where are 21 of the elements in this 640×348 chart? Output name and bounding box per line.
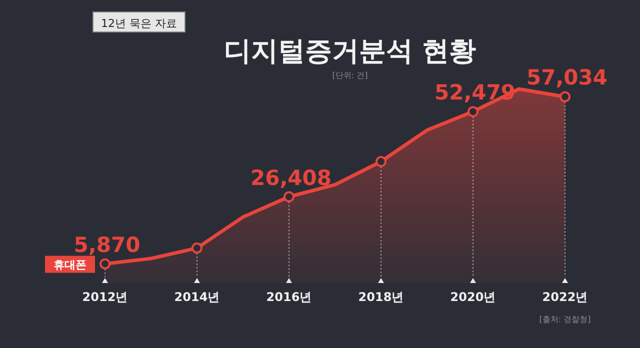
point — [100, 258, 110, 270]
x-tick-label: 2020년 — [450, 290, 496, 304]
point — [284, 191, 294, 202]
x-tick-label: 2022년 — [542, 290, 588, 304]
data-label: 57,034 — [526, 66, 608, 90]
point — [192, 242, 202, 254]
point — [468, 106, 478, 118]
x-tick-label: 2014년 — [174, 290, 220, 304]
x-tick-label: 2016년 — [266, 290, 312, 304]
chart-subtitle: [단위: 건] — [332, 71, 368, 80]
text: [출처: 경찰청] — [539, 315, 591, 324]
text: 12년 묵은 자료 — [101, 17, 177, 30]
data-label: 26,408 — [250, 166, 332, 190]
data-label: 5,870 — [74, 232, 140, 257]
series-label: 휴대폰 — [54, 258, 86, 272]
x-tick-label: 2018년 — [358, 290, 404, 304]
x-tick-label: 2012년 — [82, 290, 128, 304]
point — [560, 91, 570, 102]
chart-title: 디지털증거분석 현황 — [224, 36, 476, 67]
data-label: 52,479 — [434, 80, 516, 105]
point — [376, 156, 386, 168]
